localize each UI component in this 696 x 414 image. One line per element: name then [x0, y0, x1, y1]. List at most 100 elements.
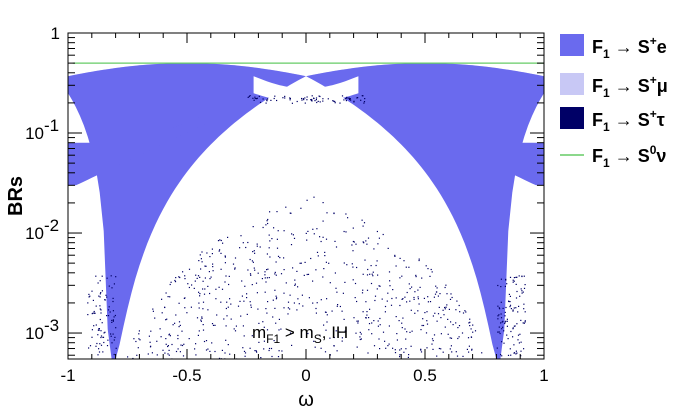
scatter-point — [200, 268, 202, 270]
scatter-point — [335, 287, 337, 289]
scatter-point — [209, 350, 211, 352]
scatter-point — [265, 308, 267, 310]
scatter-point — [324, 311, 327, 313]
scatter-point — [504, 322, 506, 325]
scatter-point — [462, 312, 465, 314]
scatter-point — [326, 321, 328, 323]
x-tick-label: -1 — [60, 366, 75, 385]
scatter-point — [239, 300, 241, 302]
scatter-point — [378, 285, 380, 287]
scatter-point — [313, 97, 315, 100]
scatter-point — [425, 265, 427, 267]
scatter-point — [417, 310, 419, 312]
scatter-point — [267, 301, 269, 303]
scatter-point — [219, 249, 221, 251]
scatter-point — [386, 300, 388, 302]
scatter-point — [433, 296, 435, 298]
scatter-point — [184, 275, 186, 277]
scatter-point — [450, 321, 452, 323]
scatter-point — [377, 325, 379, 327]
scatter-point — [249, 95, 251, 97]
scatter-point — [360, 333, 362, 335]
scatter-point — [113, 353, 115, 356]
scatter-point — [469, 318, 471, 320]
x-tick-label: 0 — [301, 366, 310, 385]
scatter-point — [260, 357, 262, 359]
scatter-point — [409, 288, 411, 290]
scatter-point — [161, 298, 163, 300]
scatter-point — [278, 329, 280, 331]
scatter-point — [334, 240, 336, 242]
scatter-point — [298, 303, 300, 305]
scatter-point — [360, 338, 362, 340]
scatter-point — [319, 95, 321, 98]
scatter-point — [188, 268, 191, 270]
scatter-point — [285, 206, 287, 208]
scatter-point — [99, 308, 101, 310]
scatter-point — [392, 347, 394, 349]
scatter-point — [354, 282, 357, 285]
scatter-point — [112, 297, 114, 299]
scatter-point — [242, 242, 244, 244]
scatter-point — [242, 347, 244, 349]
scatter-point — [225, 307, 227, 310]
scatter-point — [95, 275, 97, 277]
scatter-point — [462, 355, 464, 357]
scatter-point — [283, 230, 285, 232]
scatter-point — [504, 321, 506, 323]
scatter-point — [188, 338, 190, 340]
scatter-point — [202, 324, 204, 326]
scatter-point — [282, 97, 284, 99]
scatter-point — [184, 307, 186, 309]
scatter-point — [500, 322, 502, 324]
y-tick-label: 10 — [25, 324, 44, 343]
scatter-point — [270, 347, 273, 350]
scatter-point — [89, 295, 91, 297]
scatter-point — [97, 329, 99, 331]
scatter-point — [345, 213, 347, 215]
scatter-point — [372, 275, 374, 277]
scatter-point — [133, 338, 135, 340]
legend: F1 → S+e F1 → S+μ F1 → S+τ F1 → S0ν — [560, 34, 668, 170]
scatter-point — [94, 312, 96, 314]
scatter-point — [252, 261, 254, 263]
scatter-point — [401, 275, 403, 277]
scatter-point — [202, 288, 204, 290]
scatter-point — [399, 354, 401, 356]
scatter-point — [376, 288, 378, 290]
scatter-point — [100, 336, 102, 339]
scatter-point — [228, 275, 230, 277]
scatter-point — [418, 259, 420, 262]
scatter-point — [195, 343, 197, 345]
scatter-point — [515, 297, 518, 299]
scatter-point — [292, 267, 294, 269]
scatter-point — [322, 98, 324, 100]
scatter-point — [456, 300, 458, 302]
scatter-point — [352, 227, 354, 229]
scatter-point — [225, 325, 227, 327]
scatter-point — [348, 97, 350, 99]
scatter-point — [356, 266, 358, 269]
scatter-point — [514, 325, 516, 327]
scatter-point — [516, 323, 518, 325]
scatter-point — [333, 345, 335, 347]
scatter-point — [523, 275, 525, 277]
scatter-point — [336, 350, 338, 352]
scatter-point — [239, 247, 241, 249]
scatter-point — [324, 255, 326, 257]
scatter-point — [406, 291, 408, 294]
scatter-point — [521, 290, 523, 292]
scatter-point — [334, 100, 336, 103]
scatter-point — [256, 292, 258, 294]
scatter-point — [434, 312, 436, 314]
scatter-point — [326, 212, 328, 214]
scatter-point — [272, 316, 274, 318]
scatter-point — [210, 276, 212, 278]
scatter-point — [384, 305, 387, 308]
scatter-point — [457, 337, 459, 340]
scatter-point — [317, 255, 319, 257]
scatter-point — [156, 354, 158, 356]
scatter-point — [345, 231, 347, 233]
scatter-point — [269, 211, 271, 213]
scatter-point — [436, 287, 438, 289]
